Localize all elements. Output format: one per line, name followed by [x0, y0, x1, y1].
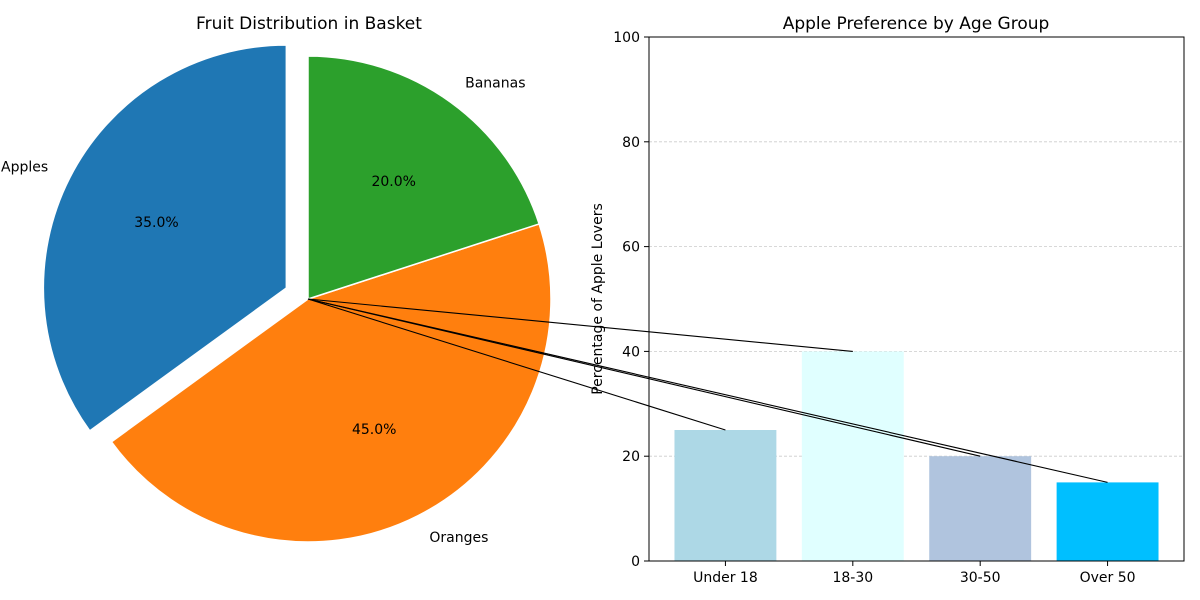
bar-title: Apple Preference by Age Group [783, 14, 1050, 34]
connector-line-under-18 [307, 298, 726, 431]
bar-chart: Apple Preference by Age Group 0 20 40 60 80 1… [590, 14, 1185, 586]
x-axis-ticks: Under 18 18-30 30-50 Over 50 [693, 561, 1136, 586]
bar-18-30 [801, 351, 904, 561]
pie-percent-bananas: 20.0% [371, 174, 415, 190]
x-tick-label-over-50: Over 50 [1080, 570, 1136, 586]
pie-percent-oranges: 45.0% [352, 422, 396, 438]
connector-lines [307, 298, 1108, 483]
x-tick-label-under-18: Under 18 [693, 570, 758, 586]
x-tick-label-30-50: 30-50 [960, 570, 1001, 586]
connector-line-18-30 [307, 298, 853, 352]
bars [674, 351, 1159, 561]
y-tick-label-80: 80 [622, 135, 640, 151]
pie-title: Fruit Distribution in Basket [196, 14, 422, 34]
pie-slice-apples [42, 44, 288, 432]
bar-over-50 [1056, 482, 1159, 561]
pie-slice-bananas [307, 55, 541, 301]
y-tick-label-20: 20 [622, 449, 640, 465]
y-axis-ticks: 0 20 40 60 80 100 [613, 30, 649, 570]
y-tick-label-100: 100 [613, 30, 640, 46]
pie-chart: Fruit Distribution in Basket Apples 35.0%… [1, 14, 552, 546]
pie-slice-oranges [110, 222, 552, 543]
pie-slices [42, 44, 552, 543]
pie-percent-apples: 35.0% [134, 215, 178, 231]
pie-labels: Apples 35.0% Oranges 45.0% Bananas 20.0% [1, 76, 525, 546]
pie-label-bananas: Bananas [465, 76, 525, 92]
connector-line-over-50 [307, 298, 1108, 483]
y-axis-label: Percentage of Apple Lovers [590, 203, 606, 395]
x-tick-label-18-30: 18-30 [832, 570, 873, 586]
y-tick-label-40: 40 [622, 344, 640, 360]
y-tick-label-0: 0 [631, 554, 640, 570]
pie-label-apples: Apples [1, 160, 48, 176]
y-tick-label-60: 60 [622, 240, 640, 256]
pie-label-oranges: Oranges [429, 530, 488, 546]
bar-plot-frame [648, 36, 1185, 562]
bar-under-18 [674, 430, 777, 561]
bar-gridlines [649, 141, 1184, 457]
bar-30-50 [929, 456, 1032, 561]
